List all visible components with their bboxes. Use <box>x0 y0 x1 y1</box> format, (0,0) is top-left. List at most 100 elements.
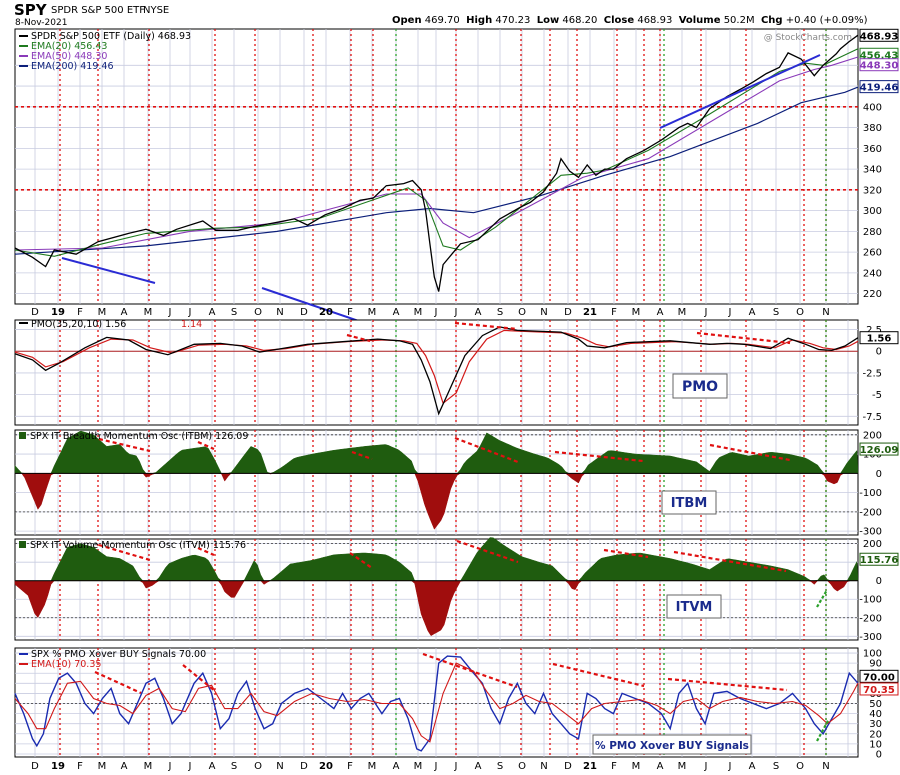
x-tick-label: O <box>796 307 804 318</box>
x-tick-label: S <box>497 307 503 318</box>
ticker-symbol: SPY <box>14 1 47 19</box>
divergence-line <box>456 539 519 564</box>
high-value: 470.23 <box>495 15 531 26</box>
x-tick-label: 21 <box>583 307 597 318</box>
x-tick-label: D <box>564 307 572 318</box>
x-tick-label: N <box>822 307 829 318</box>
panel-pmo: 2.5 0 -2.5 -5 -7.5 PMO(35,20,10) 1.56 1.14 1.56… <box>14 319 899 426</box>
annotation-box <box>661 490 717 515</box>
y-tick-label: 2.5 <box>866 325 882 336</box>
divergence-line <box>346 333 371 343</box>
open-value: 469.70 <box>424 15 460 26</box>
legend-label: SPX % PMO Xover BUY Signals 70.00 <box>31 649 206 660</box>
y-tick-label: 360 <box>863 144 882 155</box>
x-tick-label: N <box>276 307 283 318</box>
trend-line <box>61 257 156 284</box>
y-tick-label: -300 <box>859 632 882 643</box>
xover-legend: SPX % PMO Xover BUY Signals 70.00EMA(10)… <box>19 649 206 670</box>
x-tick-label: M <box>144 761 153 772</box>
x-tick-label: A <box>121 761 128 772</box>
x-tick-label: S <box>497 761 503 772</box>
x-tick-label: M <box>632 761 641 772</box>
x-tick-label: A <box>657 307 664 318</box>
ohlc-readout: Open 469.70 High 470.23 Low 468.20 Close… <box>392 15 868 26</box>
y-tick-label: 0 <box>876 749 882 760</box>
panel-price: 220240260280300320340360380400420440SPDR… <box>14 28 899 331</box>
x-tick-label: S <box>231 307 237 318</box>
divergence-line <box>673 550 787 573</box>
x-tick-label: S <box>231 761 237 772</box>
y-tick-label: 220 <box>863 289 882 300</box>
low-value: 468.20 <box>562 15 598 26</box>
y-tick-label: 300 <box>863 206 882 217</box>
xover-ema-line <box>14 662 859 743</box>
y-tick-label: 200 <box>863 430 882 441</box>
x-tick-label: F <box>77 307 83 318</box>
y-tick-label: 400 <box>863 102 882 113</box>
value-badge <box>859 682 899 696</box>
y-tick-label: -200 <box>859 613 882 624</box>
chart-header: SPY SPDR S&P 500 ETF NYSE 8-Nov-2021 Ope… <box>0 0 900 28</box>
x-tick-label: A <box>209 761 216 772</box>
divergence-line <box>349 552 373 569</box>
value-badge-text: 419.46 <box>860 83 899 94</box>
annotation-box <box>666 594 722 619</box>
x-tick-label: A <box>657 761 664 772</box>
value-badge-text: 448.30 <box>860 61 899 72</box>
x-tick-label: J <box>704 761 708 772</box>
itvm-legend: SPX IT Volume Momentum Osc (ITVM) 115.76 <box>19 540 246 551</box>
y-tick-label: -300 <box>859 527 882 538</box>
security-name: SPDR S&P 500 ETF <box>51 5 146 16</box>
close-value: 468.93 <box>637 15 673 26</box>
divergence-line <box>554 450 644 463</box>
y-tick-label: 90 <box>869 659 882 670</box>
value-badge-text: 468.93 <box>860 31 899 42</box>
legend-swatch <box>19 541 26 548</box>
price-line <box>14 34 859 292</box>
y-tick-label: 10 <box>869 739 882 750</box>
divergence-line <box>667 677 788 692</box>
divergence-line <box>552 662 645 688</box>
x-tick-label: N <box>540 307 547 318</box>
y-tick-label: 20 <box>869 729 882 740</box>
panel-tag: % PMO Xover BUY Signals <box>595 740 749 752</box>
x-tick-label: J <box>704 307 708 318</box>
x-tick-label: N <box>276 761 283 772</box>
pmo-line <box>14 326 859 416</box>
y-tick-label: 40 <box>869 709 882 720</box>
panel-xover: 1009080706050403020100SPX % PMO Xover BU… <box>14 647 899 760</box>
x-tick-label: A <box>475 761 482 772</box>
annotation-box <box>672 373 728 399</box>
y-tick-label: 100 <box>863 649 882 660</box>
y-tick-label: 0 <box>876 469 882 480</box>
watermark: @ StockCharts.com <box>764 33 852 43</box>
close-label: Close <box>603 15 635 26</box>
x-tick-label: D <box>300 307 308 318</box>
legend-label: SPDR S&P 500 ETF (Daily) 468.93 <box>31 31 191 42</box>
volume-value: 50.2M <box>723 15 755 26</box>
divergence-line <box>197 546 215 557</box>
y-tick-label: -5 <box>872 390 882 401</box>
x-tick-label: J <box>188 307 192 318</box>
panel-frame <box>14 319 859 426</box>
x-tick-label: A <box>749 761 756 772</box>
panel-frame <box>14 28 859 305</box>
x-tick-label: J <box>168 307 172 318</box>
panel-tag: ITBM <box>671 496 708 511</box>
x-tick-label: 20 <box>319 761 333 772</box>
x-tick-label: F <box>77 761 83 772</box>
legend-label: EMA(200) 419.46 <box>31 61 114 72</box>
divergence-line <box>422 652 518 689</box>
legend-label: EMA(20) 456.43 <box>31 41 107 52</box>
value-badge-text: 126.09 <box>860 445 899 456</box>
value-badge-text: 70.00 <box>863 672 895 683</box>
x-tick-label: F <box>611 761 617 772</box>
divergence-line <box>351 450 373 461</box>
x-tick-label: N <box>822 761 829 772</box>
x-tick-label: A <box>393 761 400 772</box>
value-badge <box>859 552 899 566</box>
legend-label: EMA(10) 70.35 <box>31 659 101 670</box>
convergence-line <box>816 718 830 742</box>
x-tick-label: 19 <box>51 761 65 772</box>
